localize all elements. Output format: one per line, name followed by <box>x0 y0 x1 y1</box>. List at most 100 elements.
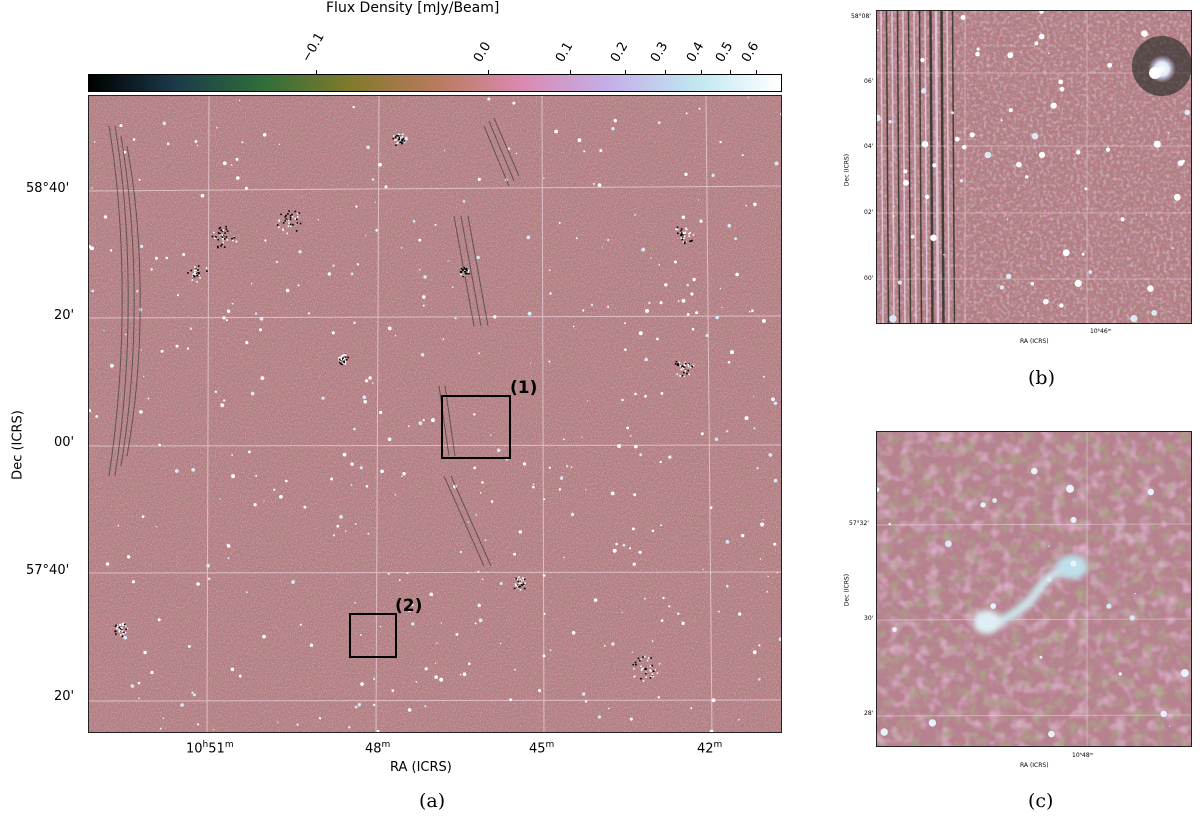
radio-source <box>467 521 470 523</box>
stripe-artifact <box>885 11 890 323</box>
artifact-pixel <box>291 215 294 218</box>
radio-source <box>462 672 467 676</box>
artifact-pixel <box>681 374 684 377</box>
radio-source <box>690 292 694 296</box>
artifact-pixel <box>226 239 229 241</box>
artifact-pixel <box>642 680 645 682</box>
radio-source <box>768 453 773 457</box>
radio-source <box>943 253 945 256</box>
radio-source <box>592 182 596 185</box>
radio-source <box>668 455 672 459</box>
radio-source <box>1172 247 1174 249</box>
artifact-pixel <box>341 363 344 366</box>
radio-source <box>924 194 930 200</box>
radio-source <box>962 144 967 150</box>
artifact-pixel <box>121 629 123 631</box>
radio-source <box>681 215 685 219</box>
radio-source <box>999 285 1005 290</box>
radio-source <box>1134 592 1136 595</box>
radio-source <box>245 591 248 594</box>
artifact-pixel <box>463 266 465 269</box>
radio-source <box>1048 730 1055 738</box>
radio-source <box>780 113 781 116</box>
radio-source <box>138 178 141 181</box>
radio-source <box>400 247 403 249</box>
artifact-pixel <box>205 267 208 269</box>
panel-c-radio-galaxy <box>973 555 1088 634</box>
radio-source <box>362 395 367 400</box>
radio-source <box>264 239 267 242</box>
artifact-pixel <box>296 222 298 224</box>
artifact-pixel <box>467 269 470 272</box>
radio-source <box>1039 655 1043 659</box>
radio-source <box>643 597 646 600</box>
artifact-pixel <box>339 361 342 363</box>
radio-source <box>644 357 648 362</box>
radio-source <box>406 572 409 575</box>
radio-source <box>648 301 651 305</box>
artifact-pixel <box>344 356 347 359</box>
artifact-pixel <box>681 238 683 241</box>
radio-source <box>175 344 179 348</box>
artifact-pixel <box>121 630 123 632</box>
artifact-pixel <box>682 241 685 243</box>
artifact-pixel <box>674 363 677 365</box>
radio-source <box>692 277 696 282</box>
radio-source <box>478 352 481 355</box>
artifact-pixel <box>395 139 397 141</box>
panel-a-xtick: 48m <box>365 740 391 757</box>
radio-source <box>583 150 586 153</box>
radio-source <box>674 260 677 264</box>
radio-source <box>622 543 626 547</box>
artifact-pixel <box>199 277 201 279</box>
artifact-pixel <box>677 232 679 235</box>
artifact-pixel <box>342 354 345 356</box>
radio-source <box>877 487 880 492</box>
artifact-pixel <box>347 356 349 359</box>
radio-source <box>975 51 980 57</box>
artifact-pixel <box>640 658 642 661</box>
radio-source <box>730 350 734 355</box>
artifact-pixel <box>344 360 347 363</box>
artifact-pixel <box>399 138 402 141</box>
radio-source <box>255 474 258 477</box>
radio-source <box>367 532 370 535</box>
artifact-pixel <box>196 281 198 283</box>
artifact-pixel <box>680 234 682 236</box>
radio-source <box>375 229 378 232</box>
panel-a-ytick: 58°40' <box>26 181 70 196</box>
artifact-pixel <box>394 136 397 138</box>
radio-source <box>354 602 356 604</box>
artifact-pixel <box>221 243 223 246</box>
radio-source <box>877 114 881 122</box>
radio-source <box>1106 603 1112 609</box>
radio-source <box>543 612 546 616</box>
radio-source <box>615 542 618 546</box>
radio-source <box>150 268 153 271</box>
radio-source <box>581 692 586 696</box>
radio-source <box>1081 252 1085 256</box>
artifact-pixel <box>288 222 290 225</box>
radio-source <box>140 349 142 351</box>
radio-source <box>418 238 422 242</box>
radio-source <box>548 269 551 271</box>
radio-source <box>543 177 545 179</box>
artifact-pixel <box>520 583 523 586</box>
radio-source <box>303 505 307 509</box>
radio-source <box>631 651 634 653</box>
artifact-pixel <box>232 239 234 242</box>
radio-source <box>1031 467 1038 475</box>
radio-source <box>1130 315 1138 323</box>
artifact-pixel <box>118 626 121 629</box>
radio-source <box>231 474 236 479</box>
artifact-pixel <box>465 268 468 270</box>
radio-source <box>892 627 897 632</box>
artifact-pixel <box>342 362 345 365</box>
artifact-pixel <box>522 577 525 580</box>
radio-source <box>632 562 636 566</box>
radio-source <box>621 398 624 402</box>
radio-source <box>677 612 680 615</box>
radio-source <box>897 280 903 285</box>
radio-source <box>140 244 144 248</box>
radio-source <box>756 467 759 470</box>
